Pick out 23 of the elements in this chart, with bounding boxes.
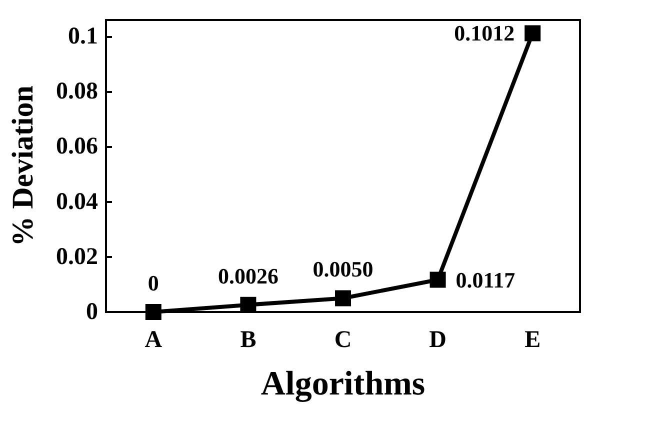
- x-tick-label: A: [144, 327, 163, 353]
- y-axis-title: % Deviation: [6, 85, 40, 246]
- data-label: 0.0117: [456, 267, 516, 292]
- point: [240, 296, 256, 313]
- data-label: 0.1012: [454, 20, 515, 46]
- x-tick-label: E: [524, 327, 541, 353]
- data-label: 0.0026: [218, 263, 278, 288]
- data-label: 0: [148, 270, 159, 296]
- y-tick-label: 0.1: [68, 24, 98, 50]
- y-tick-label: 0.04: [56, 188, 98, 215]
- data-label: 0.0050: [312, 256, 374, 282]
- x-axis-title: Algorithms: [260, 366, 426, 402]
- y-tick-label: 0: [86, 299, 98, 325]
- y-tick-label: 0.06: [56, 134, 98, 160]
- point: [145, 304, 162, 320]
- x-tick-label: D: [429, 327, 446, 353]
- y-tick-label: 0.02: [56, 244, 98, 270]
- x-tick-label: C: [334, 327, 352, 353]
- point: [335, 290, 351, 306]
- point: [524, 25, 541, 42]
- x-tick-label: B: [240, 327, 256, 353]
- y-tick-label: 0.08: [56, 78, 98, 105]
- point: [430, 272, 446, 288]
